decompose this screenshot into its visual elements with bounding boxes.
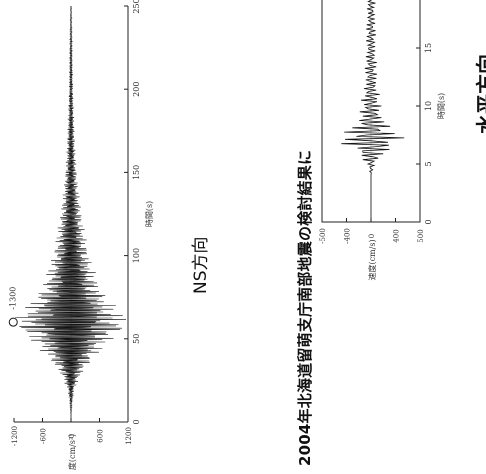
amplitude-axis-title: 速度(cm/s) xyxy=(367,239,377,280)
amplitude-tick-label: -1200 xyxy=(11,426,19,446)
time-tick-label: 10 xyxy=(424,101,433,111)
time-axis-title: 時間(s) xyxy=(437,93,446,119)
time-tick-label: 250 xyxy=(132,0,141,14)
amplitude-axis-title: 加速度(cm/s²) xyxy=(67,434,77,470)
time-tick-label: 200 xyxy=(132,82,141,97)
figure-caption: 2004年北海道留萌支庁南部地震の検討結果に xyxy=(296,149,314,466)
amplitude-tick-label: -600 xyxy=(40,428,48,444)
ns-plot: 0 50 100 150 200 250 1200 600 0 -600 -1200 加速度(cm/s… xyxy=(8,0,154,474)
horizontal-direction-label: 水平方向 xyxy=(474,54,486,134)
amplitude-tick-label: 600 xyxy=(97,429,105,442)
time-tick-label: 0 xyxy=(132,419,141,424)
time-axis-title: 時間(s) xyxy=(145,201,154,227)
ns-direction-label: NS方向 xyxy=(191,236,211,294)
waveform-trace xyxy=(341,0,405,222)
amplitude-tick-label: -500 xyxy=(319,228,327,244)
time-tick-label: 0 xyxy=(424,219,433,224)
amplitude-tick-label: 500 xyxy=(417,229,425,242)
time-tick-label: 100 xyxy=(132,248,141,263)
amplitude-tick-label: -400 xyxy=(344,228,352,244)
waveform-trace xyxy=(15,5,127,422)
peak-marker xyxy=(8,317,18,327)
time-tick-label: 5 xyxy=(424,161,433,166)
amplitude-tick-label: 400 xyxy=(393,229,401,242)
peak-annotation: -1300 xyxy=(8,287,17,310)
amplitude-tick-label: 1200 xyxy=(125,427,133,445)
time-tick-label: 150 xyxy=(132,165,141,180)
amplitude-tick-label: 0 xyxy=(368,234,376,238)
amplitude-tick-label: 0 xyxy=(68,434,76,438)
time-tick-label: 50 xyxy=(132,334,141,344)
time-tick-label: 15 xyxy=(424,43,433,53)
